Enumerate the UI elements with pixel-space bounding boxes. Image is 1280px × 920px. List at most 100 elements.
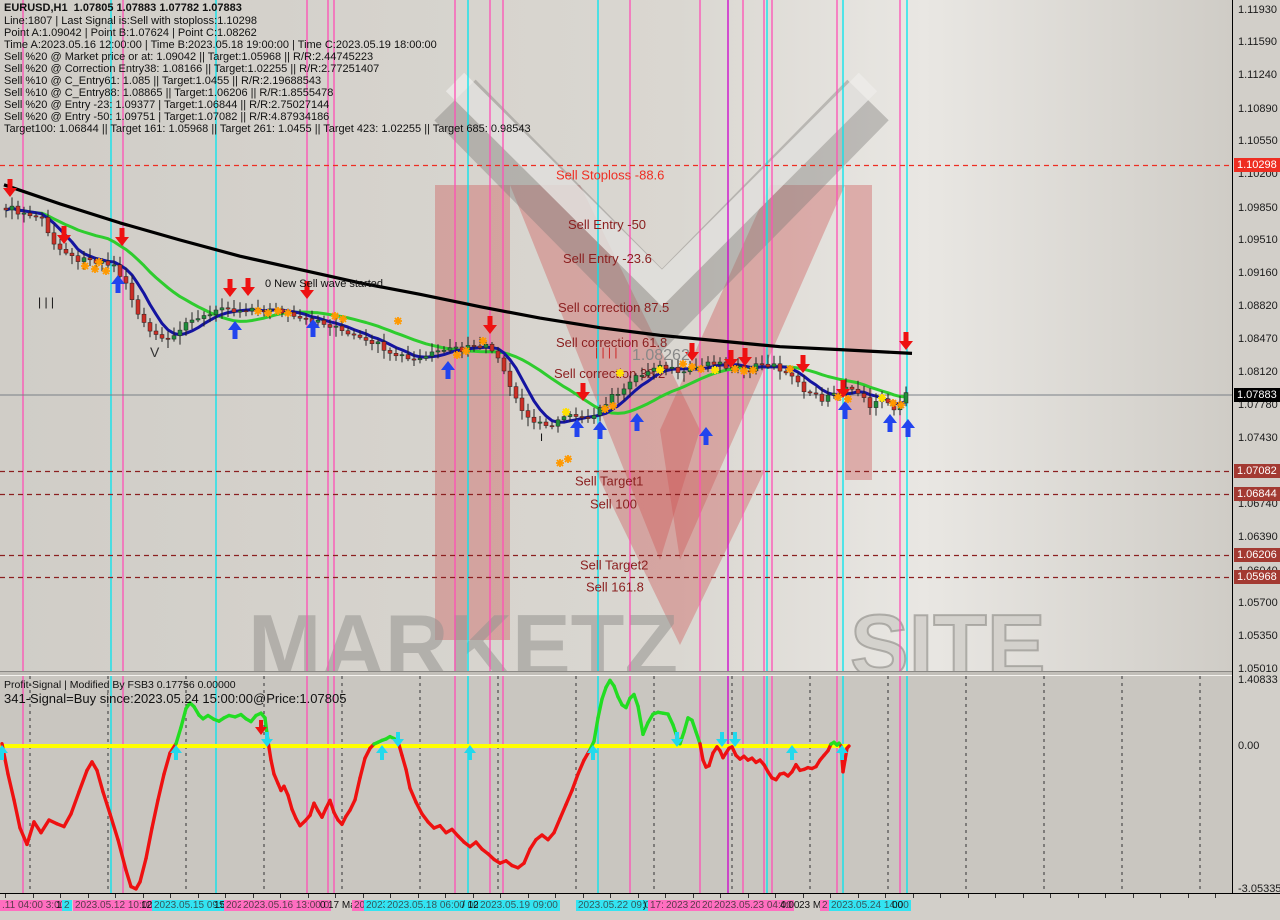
price-badge: 1.07883 <box>1234 388 1280 402</box>
price-label: 1.07780 <box>1238 399 1278 411</box>
svg-text:Sell 161.8: Sell 161.8 <box>586 580 644 595</box>
svg-text:| | | |: | | | | <box>595 345 617 359</box>
ma-slow-black <box>3 183 913 355</box>
svg-text:V: V <box>150 344 160 360</box>
svg-text:SITE: SITE <box>850 596 1046 695</box>
price-badge: 1.10298 <box>1234 158 1280 172</box>
info-line: Sell %10 @ C_Entry61: 1.085 || Target:1.… <box>4 75 322 87</box>
time-tick <box>775 894 776 898</box>
buy-arrows <box>111 275 915 445</box>
oscillator-curve <box>0 678 851 891</box>
indicator-signal-line: 341-Signal=Buy since:2023.05.24 15:00:00… <box>4 691 347 706</box>
time-tick <box>60 894 61 898</box>
price-badge: 1.06844 <box>1234 487 1280 501</box>
time-label: 17 May <box>328 900 361 911</box>
indicator-title: Profit-Signal | Modified By FSB3 0.17756… <box>4 679 236 691</box>
watermark-logo: MARKETZ SITE <box>248 72 1047 695</box>
price-label: 1.11590 <box>1238 36 1277 48</box>
time-label: 2023 <box>364 900 391 911</box>
time-tick <box>5 894 6 898</box>
price-label: 1.11930 <box>1238 4 1277 16</box>
main-chart[interactable]: MARKETZ SITE Sell Stoploss -88.6 Sell Targe… <box>0 0 1233 893</box>
time-tick <box>1160 894 1161 898</box>
time-tick <box>1023 894 1024 898</box>
info-line: Point A:1.09042 | Point B:1.07624 | Poin… <box>4 27 257 39</box>
svg-text:Sell Target1: Sell Target1 <box>575 474 643 489</box>
price-badge: 1.06206 <box>1234 548 1280 562</box>
svg-text:0 New Sell wave started: 0 New Sell wave started <box>265 278 383 290</box>
time-tick <box>115 894 116 898</box>
time-tick <box>33 894 34 898</box>
time-tick <box>335 894 336 898</box>
indicator-axis-label: 1.40833 <box>1238 674 1278 686</box>
time-tick <box>995 894 996 898</box>
svg-text:Sell 100: Sell 100 <box>590 497 637 512</box>
info-line: Sell %20 @ Market price or at: 1.09042 |… <box>4 51 374 63</box>
time-tick <box>803 894 804 898</box>
svg-text:1.08262: 1.08262 <box>632 347 690 364</box>
indicator-axis-label: -3.05335 <box>1238 883 1280 895</box>
price-label: 1.10890 <box>1238 103 1278 115</box>
time-tick <box>1188 894 1189 898</box>
time-axis[interactable]: .11 04:00 3:00 1 2 2023.05.12 10:00 12 2023.0… <box>0 893 1280 920</box>
price-label: 1.05350 <box>1238 630 1278 642</box>
panel-separator[interactable] <box>0 671 1233 676</box>
time-tick <box>1078 894 1079 898</box>
time-tick <box>280 894 281 898</box>
info-line: Time A:2023.05.16 12:00:00 | Time B:2023… <box>4 39 437 51</box>
time-tick <box>390 894 391 898</box>
time-tick <box>610 894 611 898</box>
time-label: 23 Ma <box>799 900 827 911</box>
time-label: 4:00 <box>780 900 800 911</box>
svg-text:MARKETZ: MARKETZ <box>248 596 678 695</box>
price-label: 1.09160 <box>1238 267 1278 279</box>
time-tick <box>830 894 831 898</box>
info-line: Sell %10 @ C_Entry88: 1.08865 || Target:… <box>4 87 334 99</box>
price-label: 1.07430 <box>1238 432 1278 444</box>
time-label: 202 <box>224 900 245 911</box>
indicator-axis-label: 0.00 <box>1238 740 1260 752</box>
chart-annotations: 0 New Sell wave started | | | V | | | | 1.08… <box>38 278 690 444</box>
svg-text:I: I <box>540 432 543 444</box>
price-label: 1.06740 <box>1238 498 1278 510</box>
price-axis[interactable]: 1.11930 1.11590 1.11240 1.10890 1.10550 1.102… <box>1234 0 1280 895</box>
price-axis-border <box>1232 0 1233 893</box>
time-tick <box>528 894 529 898</box>
price-label: 1.11240 <box>1238 69 1277 81</box>
time-tick <box>88 894 89 898</box>
svg-text:Sell Entry -50: Sell Entry -50 <box>568 217 646 232</box>
time-tick <box>198 894 199 898</box>
info-line: Line:1807 | Last Signal is:Sell with sto… <box>4 15 257 27</box>
time-tick <box>1105 894 1106 898</box>
time-label: 2023.05.15 09:00 <box>152 900 234 911</box>
main-chart-bg <box>0 0 1233 672</box>
price-label: 1.09850 <box>1238 202 1278 214</box>
time-label: 17: <box>648 900 666 911</box>
price-label: 1.08120 <box>1238 366 1278 378</box>
time-label: 2023.05.23 04:00 <box>712 900 794 911</box>
oscillator-signal-arrows <box>0 720 848 760</box>
time-label: 20 <box>352 900 368 911</box>
time-label: .11 04:00 3:00 <box>0 900 68 911</box>
entry-star-markers <box>81 258 905 467</box>
time-label: 2023.05.19 09:00 <box>478 900 560 911</box>
time-tick <box>968 894 969 898</box>
time-label: 00 <box>892 900 904 911</box>
time-label: 2023. <box>664 900 694 911</box>
price-label: 1.05010 <box>1238 663 1278 675</box>
time-label: 202 <box>688 900 709 911</box>
time-label: 2 <box>62 900 72 911</box>
time-label: 0 <box>320 900 326 911</box>
time-tick <box>1050 894 1051 898</box>
level-lines[interactable]: Sell Stoploss -88.6 Sell Target1 Sell 100 S… <box>0 164 1232 595</box>
time-label: 2023.05.22 09:00 <box>576 900 658 911</box>
svg-text:Sell Stoploss -88.6: Sell Stoploss -88.6 <box>556 168 664 183</box>
price-badge: 1.07082 <box>1234 464 1280 478</box>
time-tick <box>143 894 144 898</box>
time-tick <box>418 894 419 898</box>
price-label: 1.06390 <box>1238 531 1278 543</box>
time-tick <box>720 894 721 898</box>
time-tick <box>858 894 859 898</box>
info-line: Sell %20 @ Entry -23: 1.09377 | Target:1… <box>4 99 330 111</box>
